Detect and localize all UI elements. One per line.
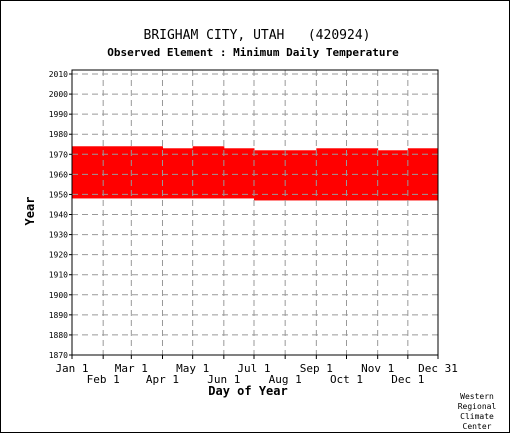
- y-tick-label: 2000: [49, 90, 68, 99]
- x-tick-label: Oct 1: [330, 373, 363, 386]
- y-axis-label: Year: [23, 197, 37, 226]
- x-tick-label: Feb 1: [87, 373, 120, 386]
- y-tick-label: 1940: [49, 211, 68, 220]
- data-block: [377, 150, 409, 201]
- chart-subtitle: Observed Element : Minimum Daily Tempera…: [107, 46, 399, 59]
- x-tick-label: Jul 1: [237, 362, 270, 375]
- credit-line: Western: [460, 392, 494, 401]
- data-block: [192, 146, 225, 199]
- x-tick-label: Jan 1: [55, 362, 88, 375]
- credit-block: Western Regional Climate Center: [458, 392, 497, 431]
- x-tick-label: Mar 1: [115, 362, 148, 375]
- chart-title: BRIGHAM CITY, UTAH (420924): [144, 28, 371, 43]
- grid-layer: [72, 70, 438, 355]
- data-block: [253, 150, 286, 201]
- y-tick-label: 1970: [49, 150, 68, 159]
- y-tick-label: 1930: [49, 231, 68, 240]
- x-tick-label: Apr 1: [146, 373, 179, 386]
- credit-line: Climate: [460, 412, 494, 421]
- x-tick-label: Sep 1: [300, 362, 333, 375]
- x-tick-label: Aug 1: [269, 373, 302, 386]
- credit-line: Center: [463, 422, 492, 431]
- x-tick-label: Nov 1: [361, 362, 394, 375]
- x-tick-label: May 1: [176, 362, 209, 375]
- y-tick-label: 2010: [49, 70, 68, 79]
- y-tick-label: 1870: [49, 351, 68, 360]
- data-block: [72, 146, 131, 199]
- data-block: [316, 148, 347, 201]
- y-tick-label: 1920: [49, 251, 68, 260]
- data-block: [285, 150, 317, 201]
- x-tick-label: Dec 31: [418, 362, 458, 375]
- y-tick-label: 1900: [49, 291, 68, 300]
- data-block: [130, 146, 163, 199]
- x-axis-label: Day of Year: [208, 384, 287, 398]
- y-tick-label: 1960: [49, 170, 68, 179]
- plot-area: [71, 69, 439, 356]
- y-tick-label: 1880: [49, 331, 68, 340]
- data-block: [162, 148, 194, 199]
- axis-layer: 1870 1880 1890 1900 1910 1920 1930 1940 1950 1960…: [49, 70, 458, 386]
- x-tick-label: Dec 1: [391, 373, 424, 386]
- y-tick-label: 1980: [49, 130, 68, 139]
- data-block: [223, 148, 255, 199]
- y-tick-label: 1950: [49, 190, 68, 199]
- x-tick-label: Jun 1: [207, 373, 240, 386]
- y-tick-label: 1990: [49, 110, 68, 119]
- y-tick-label: 1910: [49, 271, 68, 280]
- credit-line: Regional: [458, 402, 497, 411]
- y-tick-label: 1890: [49, 311, 68, 320]
- data-layer: [72, 146, 439, 201]
